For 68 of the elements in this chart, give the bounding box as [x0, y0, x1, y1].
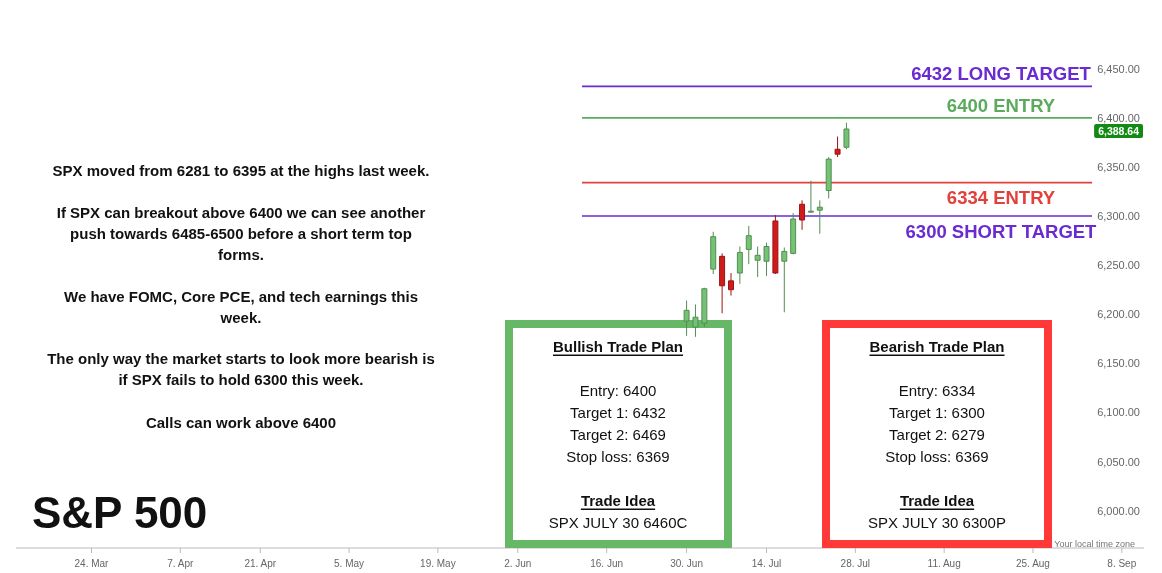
- x-tick-label: 8. Sep: [1107, 557, 1137, 569]
- candlestick: [710, 231, 717, 275]
- candlestick: [816, 199, 823, 235]
- annotation: Calls can work above 6400: [145, 413, 337, 431]
- x-tick-label: 2. Jun: [504, 557, 532, 569]
- candlestick: [754, 246, 761, 278]
- annotation: Target 2: 6279: [889, 425, 985, 443]
- y-tick-label: 6,400.00: [1097, 111, 1140, 124]
- y-tick-label: 6,150.00: [1097, 357, 1140, 370]
- annotation: Stop loss: 6369: [885, 447, 989, 465]
- annotation: We have FOMC, Core PCE, and tech earnings this week.: [64, 287, 418, 326]
- annotation: Trade Idea: [899, 491, 975, 509]
- annotation: Entry: 6334: [898, 381, 976, 399]
- y-tick-label: 6,300.00: [1097, 210, 1140, 223]
- candlestick: [736, 246, 743, 285]
- y-tick-label: 6,100.00: [1097, 406, 1140, 419]
- x-tick-label: 11. Aug: [927, 557, 961, 569]
- candlestick: [799, 199, 806, 231]
- candlestick: [683, 300, 690, 337]
- y-tick-label: 6,200.00: [1097, 308, 1140, 321]
- candlestick: [692, 303, 699, 338]
- annotation: SPX moved from 6281 to 6395 at the highs last week.: [52, 161, 430, 179]
- y-tick-label: 6,050.00: [1097, 455, 1140, 468]
- candlestick: [834, 136, 841, 158]
- annotation: Trade Idea: [580, 491, 656, 509]
- ref-line-label: 6432 LONG TARGET: [911, 63, 1092, 85]
- y-tick-label: 6,000.00: [1097, 504, 1140, 517]
- candlestick: [825, 156, 832, 199]
- annotation: Target 2: 6469: [570, 425, 666, 443]
- ref-line-label: 6334 ENTRY: [946, 187, 1056, 209]
- ref-line-label: 6300 SHORT TARGET: [905, 220, 1098, 242]
- annotation: If SPX can breakout above 6400 we can see another push towards 6485-6500 before a short term top forms.: [56, 203, 426, 263]
- annotation: SPX JULY 30 6460C: [548, 513, 688, 531]
- candlestick: [728, 272, 734, 297]
- annotation: Entry: 6400: [579, 381, 657, 399]
- candlestick: [790, 212, 797, 255]
- y-tick-label: 6,450.00: [1097, 62, 1140, 75]
- x-tick-label: 19. May: [420, 557, 456, 569]
- annotation: 6,388.64: [1098, 125, 1140, 137]
- y-tick-label: 6,250.00: [1097, 259, 1140, 272]
- annotation: SPX JULY 30 6300P: [868, 513, 1006, 531]
- x-tick-label: 25. Aug: [1016, 557, 1050, 569]
- x-tick-label: 24. Mar: [74, 557, 110, 569]
- annotation: Stop loss: 6369: [566, 447, 670, 465]
- text: S&P 500: [32, 488, 208, 537]
- annotation: Your local time zone: [1054, 539, 1135, 549]
- ref-line-label: 6400 ENTRY: [946, 94, 1056, 116]
- candlestick: [701, 287, 708, 328]
- candlestick: [843, 122, 850, 150]
- candlestick: [719, 252, 726, 314]
- annotation: Bearish Trade Plan: [869, 337, 1005, 355]
- annotation: Bullish Trade Plan: [552, 337, 684, 355]
- candlestick: [745, 225, 752, 265]
- candlestick: [781, 246, 788, 313]
- x-tick-label: 5. May: [334, 557, 365, 569]
- y-tick-label: 6,350.00: [1097, 160, 1140, 173]
- candlestick: [763, 242, 770, 277]
- annotation: The only way the market starts to look more bearish is if SPX fails to hold 6300 this week.: [47, 349, 435, 388]
- x-tick-label: 14. Jul: [751, 557, 782, 569]
- x-tick-label: 21. Apr: [244, 557, 277, 569]
- x-tick-label: 28. Jul: [840, 557, 871, 569]
- annotation: Target 1: 6432: [570, 403, 666, 421]
- x-tick-label: 16. Jun: [590, 557, 624, 569]
- candlestick: [807, 180, 814, 214]
- x-tick-label: 30. Jun: [670, 557, 703, 569]
- x-tick-label: 7. Apr: [167, 557, 195, 569]
- candlestick: [772, 214, 779, 275]
- annotation: Target 1: 6300: [889, 403, 985, 421]
